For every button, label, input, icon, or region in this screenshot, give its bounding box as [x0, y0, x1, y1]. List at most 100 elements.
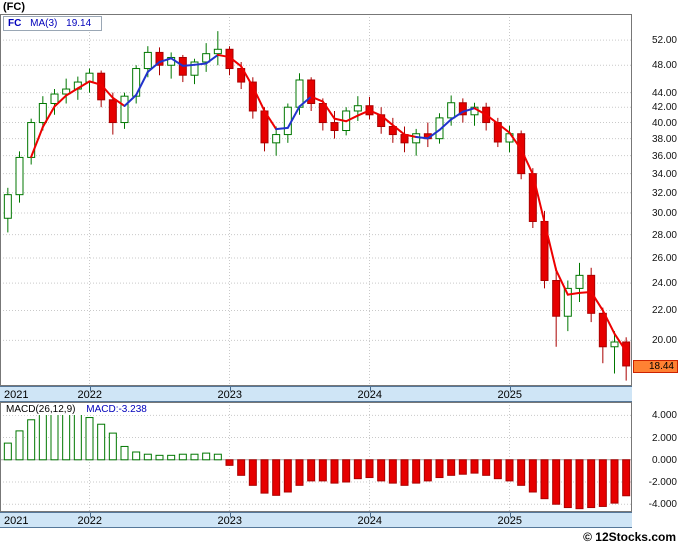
macd-axis-label: -4.000: [648, 499, 677, 511]
ma-line-segment: [566, 291, 581, 296]
candle-body: [517, 133, 526, 175]
price-axis-label: 38.00: [651, 133, 677, 145]
macd-bar: [97, 423, 106, 461]
ma-line-segment: [30, 126, 44, 158]
macd-chart: [0, 402, 632, 512]
macd-bar: [225, 459, 234, 466]
ma-line-segment: [345, 114, 359, 123]
price-axis: 52.00 48.00 44.00 42.00 40.00 38.00 36.00 34.00…: [632, 14, 680, 386]
macd-bar: [377, 459, 386, 482]
ma-line-segment: [403, 133, 418, 139]
ma-label: MA(3): [30, 18, 58, 29]
ma-line-segment: [88, 80, 103, 86]
year-label: 2024: [357, 389, 382, 401]
candle-body: [598, 312, 607, 348]
year-label: 2022: [77, 389, 102, 401]
year-tick: [369, 513, 371, 517]
macd-value: MACD:-3.238: [86, 404, 147, 415]
ma-line-segment: [543, 221, 558, 272]
ma-line-segment: [438, 118, 453, 131]
ma-line-segment: [613, 332, 628, 353]
macd-bar: [400, 459, 409, 486]
main-chart-header: FC MA(3) 19.14: [3, 16, 103, 31]
ma-line-segment: [321, 100, 336, 120]
macd-bar: [540, 459, 549, 500]
copyright-watermark: © 12Stocks.com: [583, 530, 676, 544]
ma-line-segment: [508, 131, 523, 151]
ma-line-segment: [111, 96, 126, 107]
price-axis-label: 30.00: [651, 207, 677, 219]
macd-bar: [517, 459, 526, 486]
macd-bar: [213, 453, 222, 461]
macd-bar: [3, 442, 12, 461]
symbol-label: FC: [8, 18, 22, 29]
candle-body: [307, 79, 316, 104]
macd-bar: [493, 459, 502, 480]
price-axis-label: 22.00: [651, 305, 677, 317]
macd-axis-label: -2.000: [648, 477, 677, 488]
candle-body: [237, 68, 246, 83]
x-axis-band-main: 2021 2022 2023 2024 2025: [0, 386, 632, 402]
ma-line-segment: [275, 126, 289, 131]
macd-bar: [27, 419, 36, 461]
price-axis-label: 34.00: [651, 168, 677, 180]
macd-bar: [155, 454, 164, 461]
macd-bar: [143, 453, 152, 461]
macd-bar: [50, 408, 59, 461]
candle-body: [108, 99, 117, 124]
page-title: (FC): [3, 1, 25, 13]
macd-axis-label: 2.000: [651, 432, 677, 444]
candle-body: [62, 88, 71, 95]
macd-bar: [423, 459, 432, 482]
price-axis-label: 44.00: [651, 87, 677, 99]
year-label: 2025: [497, 389, 522, 401]
macd-header: MACD(26,12,9) MACD:-3.238: [3, 404, 150, 415]
macd-bar: [15, 430, 24, 461]
macd-bar: [342, 459, 351, 483]
last-price-badge: 18.44: [633, 359, 678, 373]
candle-body: [155, 51, 164, 66]
x-axis-band-macd: 2021 2022 2023 2024 2025: [0, 512, 632, 528]
macd-bar: [85, 417, 94, 461]
price-axis-label: 24.00: [651, 278, 677, 290]
ma-line-segment: [76, 80, 91, 90]
candle-body: [190, 61, 199, 76]
year-label: 2025: [497, 515, 522, 527]
footer: © 12Stocks.com: [0, 528, 680, 546]
ma-line-segment: [298, 95, 313, 108]
macd-bar: [120, 445, 129, 461]
candle-body: [283, 106, 292, 136]
price-axis-label: 32.00: [651, 187, 677, 199]
candle-body: [622, 341, 631, 367]
macd-bar: [447, 459, 456, 476]
ma-line-segment: [601, 309, 616, 335]
year-label: 2021: [4, 389, 29, 401]
ma-line-segment: [170, 57, 184, 67]
ma-line-segment: [228, 56, 243, 68]
candle-body: [353, 105, 362, 112]
candle-body: [202, 53, 211, 63]
candle-body: [388, 126, 397, 136]
candle-body: [563, 287, 572, 317]
candle-body: [38, 102, 47, 124]
candle-body: [143, 51, 152, 70]
macd-axis-label: 0.000: [651, 454, 677, 466]
ma-line-segment: [356, 109, 371, 117]
macd-bar: [388, 459, 397, 484]
ma-line-segment: [578, 290, 593, 294]
candle-body: [318, 102, 327, 124]
macd-label: MACD(26,12,9): [6, 404, 76, 415]
price-axis-label: 36.00: [651, 150, 677, 162]
macd-bar: [167, 454, 176, 461]
chart-frame: [0, 14, 632, 386]
macd-axis-label: 4.000: [651, 410, 677, 422]
main-price-chart: [0, 14, 632, 386]
candle-body: [50, 93, 59, 104]
macd-bar: [283, 459, 292, 493]
ma-line-segment: [520, 148, 534, 176]
macd-bar: [330, 459, 339, 484]
ma-line-segment: [426, 128, 441, 140]
macd-bar: [272, 459, 281, 496]
candle-body: [458, 102, 467, 116]
ma-line-segment: [368, 109, 383, 117]
